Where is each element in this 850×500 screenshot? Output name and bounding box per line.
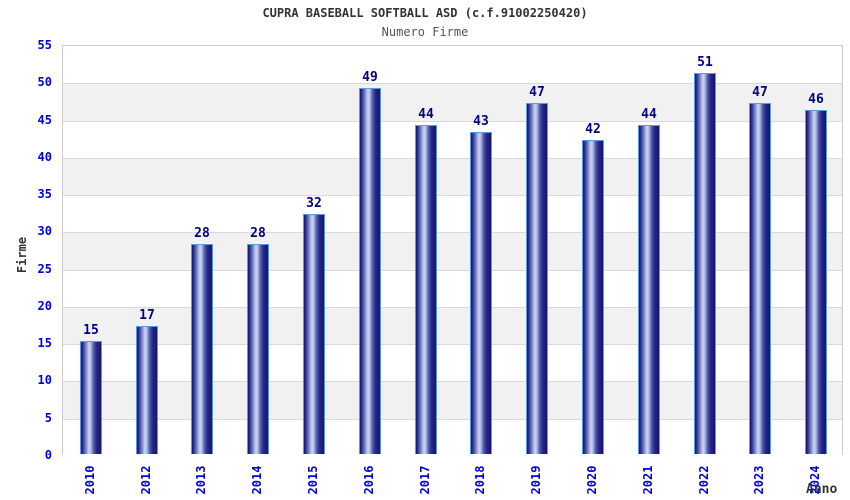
y-tick-label: 55 — [37, 38, 52, 52]
bar-2010 — [80, 341, 102, 454]
bar-value-label: 42 — [585, 122, 601, 137]
bar-value-label: 49 — [362, 70, 378, 85]
bar-2013 — [191, 244, 213, 454]
x-tick-label: 2014 — [250, 465, 264, 495]
y-tick-label: 40 — [37, 150, 52, 164]
plot-band — [63, 120, 842, 158]
y-tick-label: 0 — [44, 448, 52, 462]
plot-band — [63, 306, 842, 345]
gridline — [63, 344, 842, 346]
x-tick-label: 2022 — [697, 465, 711, 495]
gridline — [63, 269, 842, 271]
x-tick-label: 2019 — [529, 465, 543, 495]
gridline — [63, 306, 842, 308]
bar-value-label: 46 — [808, 92, 824, 107]
bar-value-label: 28 — [194, 226, 210, 241]
y-tick-label: 35 — [37, 187, 52, 201]
y-tick-label: 25 — [37, 262, 52, 276]
x-tick-label: 2023 — [752, 465, 766, 495]
bar-value-label: 47 — [752, 85, 768, 100]
x-axis-title: Anno — [806, 482, 838, 497]
bar-2019 — [526, 103, 548, 454]
bar-value-label: 15 — [83, 323, 99, 338]
y-tick-label: 5 — [44, 411, 52, 425]
bar-2016 — [359, 88, 381, 454]
gridline — [63, 120, 842, 122]
y-tick-label: 30 — [37, 224, 52, 238]
x-tick-label: 2016 — [362, 465, 376, 495]
x-tick-label: 2010 — [83, 465, 97, 495]
gridline — [63, 418, 842, 420]
bar-2020 — [582, 140, 604, 454]
y-axis-title: Firme — [15, 236, 29, 274]
gridline — [63, 232, 842, 234]
bar-2014 — [247, 244, 269, 454]
gridline — [63, 195, 842, 197]
x-tick-label: 2013 — [194, 465, 208, 495]
bar-value-label: 28 — [250, 226, 266, 241]
bar-2023 — [749, 103, 771, 454]
y-tick-label: 15 — [37, 336, 52, 350]
bar-2018 — [470, 132, 492, 454]
bar-2022 — [694, 73, 716, 454]
plot-band — [63, 381, 842, 419]
gridline — [63, 157, 842, 159]
x-tick-label: 2018 — [473, 465, 487, 495]
x-tick-label: 2021 — [641, 465, 655, 495]
plot-band — [63, 157, 842, 196]
bar-2024 — [805, 110, 827, 454]
y-tick-label: 10 — [37, 373, 52, 387]
x-tick-label: 2020 — [585, 465, 599, 495]
bar-value-label: 44 — [641, 107, 657, 122]
bar-value-label: 47 — [529, 85, 545, 100]
bar-2017 — [415, 125, 437, 454]
bar-2012 — [136, 326, 158, 454]
bar-value-label: 17 — [139, 308, 155, 323]
y-tick-label: 50 — [37, 75, 52, 89]
chart-subtitle: Numero Firme — [381, 25, 469, 39]
plot-band — [63, 269, 842, 307]
x-tick-label: 2017 — [418, 465, 432, 495]
bar-2021 — [638, 125, 660, 454]
bar-value-label: 43 — [473, 114, 489, 129]
plot-area: 15 17 28 28 32 49 44 43 47 42 44 51 47 46 — [62, 45, 843, 456]
chart-title: CUPRA BASEBALL SOFTBALL ASD (c.f.9100225… — [262, 6, 588, 20]
y-tick-label: 20 — [37, 299, 52, 313]
plot-band — [63, 418, 842, 456]
plot-band — [63, 344, 842, 382]
gridline — [63, 83, 842, 85]
bar-value-label: 44 — [418, 107, 434, 122]
x-tick-label: 2015 — [306, 465, 320, 495]
bar-value-label: 32 — [306, 196, 322, 211]
y-tick-label: 45 — [37, 113, 52, 127]
gridline — [63, 381, 842, 383]
x-tick-label: 2012 — [139, 465, 153, 495]
bar-value-label: 51 — [697, 55, 713, 70]
plot-band — [63, 83, 842, 121]
bar-2015 — [303, 214, 325, 454]
